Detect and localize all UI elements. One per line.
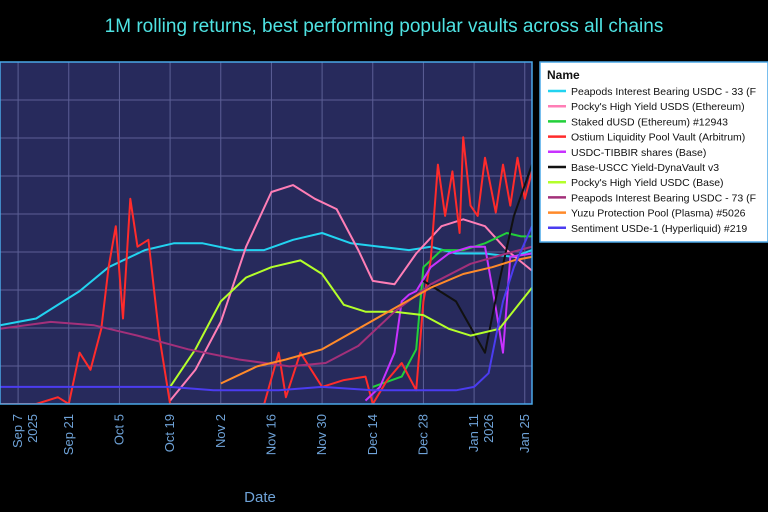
legend-label-6: Pocky's High Yield USDC (Base): [571, 177, 724, 189]
x-axis-ticks: Sep 7 2025 Sep 21 Oct 5 Oct 19 Nov 2 Nov 16 Nov…: [10, 414, 532, 455]
series-line-4: [364, 245, 532, 402]
x-tick-7: Dec 14: [365, 414, 380, 455]
x-tick-9: Jan 11 2026: [466, 414, 496, 452]
x-tick-6: Nov 30: [314, 414, 329, 455]
x-tick-label-1: Sep 21: [61, 414, 76, 455]
x-tick-label-8: Dec 28: [415, 414, 430, 455]
x-tick-label-0: Sep 7: [10, 414, 25, 448]
plot-frame: [0, 61, 533, 405]
x-tick-label-7: Dec 14: [365, 414, 380, 455]
x-tick-5: Nov 16: [263, 414, 278, 455]
series-line-2: [372, 232, 532, 388]
legend-label-9: Sentiment USDe-1 (Hyperliquid) #219: [571, 223, 747, 235]
legend-label-8: Yuzu Protection Pool (Plasma) #5026: [571, 208, 746, 220]
series-line-8: [220, 255, 532, 385]
legend-label-3: Ostium Liquidity Pool Vault (Arbitrum): [571, 132, 745, 144]
legend-label-4: USDC-TIBBIR shares (Base): [571, 147, 706, 159]
x-tick-2: Oct 5: [111, 414, 126, 445]
x-tick-label-4: Nov 2: [213, 414, 228, 448]
series-line-7: [0, 245, 532, 368]
x-tick-8: Dec 28: [415, 414, 430, 455]
x-tick-10: Jan 25: [517, 414, 532, 453]
legend-label-1: Pocky's High Yield USDS (Ethereum): [571, 101, 745, 113]
x-tick-label-10: Jan 25: [517, 414, 532, 453]
series-line-6: [169, 259, 532, 388]
legend-label-7: Peapods Interest Bearing USDC - 73 (F: [571, 192, 756, 204]
legend-items: Peapods Interest Bearing USDC - 33 (F Poc…: [548, 86, 756, 235]
x-tick-label-2: Oct 5: [111, 414, 126, 445]
x-tick-0: Sep 7 2025: [10, 414, 40, 448]
chart-title: 1M rolling returns, best performing popu…: [105, 16, 664, 37]
x-tick-sublabel-9: 2026: [481, 414, 496, 443]
legend-label-5: Base-USCC Yield-DynaVault v3: [571, 162, 719, 174]
legend-title: Name: [547, 68, 580, 82]
x-tick-label-9: Jan 11: [466, 414, 481, 452]
x-axis-title: Date: [244, 489, 276, 506]
legend: Name Peapods Interest Bearing USDC - 33 …: [539, 61, 768, 243]
legend-box: [539, 61, 768, 243]
x-tick-label-3: Oct 19: [162, 414, 177, 452]
x-tick-3: Oct 19: [162, 414, 177, 452]
series-line-3: [0, 136, 532, 404]
plot-background: [0, 62, 532, 404]
x-tick-4: Nov 2: [213, 414, 228, 448]
series-line-1: [169, 184, 532, 402]
x-tick-label-5: Nov 16: [263, 414, 278, 455]
grid: [0, 62, 532, 404]
x-tick-1: Sep 21: [61, 414, 76, 455]
x-tick-label-6: Nov 30: [314, 414, 329, 455]
legend-label-0: Peapods Interest Bearing USDC - 33 (F: [571, 86, 756, 98]
series-line-5: [422, 164, 532, 354]
x-tick-sublabel-0: 2025: [25, 414, 40, 443]
legend-label-2: Staked dUSD (Ethereum) #12943: [571, 116, 728, 128]
series-line-9: [0, 225, 532, 392]
series-lines: [0, 136, 532, 404]
